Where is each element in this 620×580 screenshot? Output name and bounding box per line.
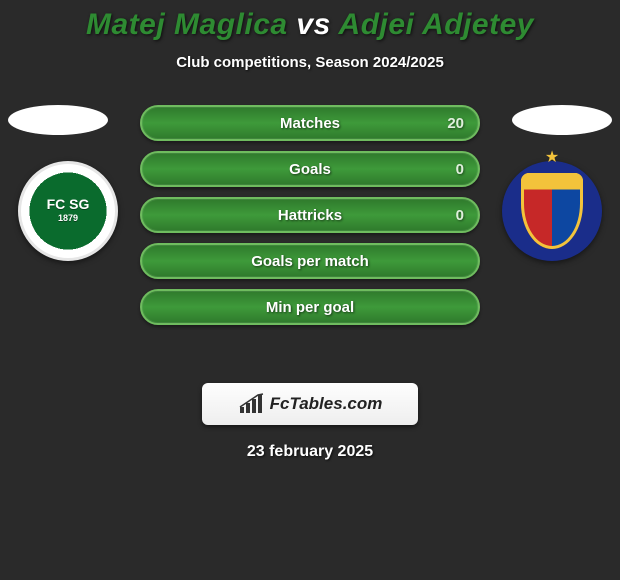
stat-label: Goals per match (142, 245, 478, 277)
stat-row: Hattricks 0 (140, 197, 480, 233)
comparison-card: Matej Maglica vs Adjei Adjetey Club comp… (0, 0, 620, 580)
badge-abbr-mid: SG (69, 196, 89, 212)
stat-right-value: 0 (456, 199, 464, 231)
player1-name: Matej Maglica (86, 8, 288, 41)
date-text: 23 february 2025 (0, 443, 620, 461)
brand-text: FcTables.com (270, 394, 383, 414)
badge-abbr-top: FC (47, 196, 66, 212)
badge-core: FC SG 1879 (45, 197, 91, 225)
stat-label: Min per goal (142, 291, 478, 323)
page-title: Matej Maglica vs Adjei Adjetey (0, 8, 620, 42)
stat-list: Matches 20 Goals 0 Hattricks 0 Goals per… (140, 105, 480, 335)
subtitle: Club competitions, Season 2024/2025 (0, 54, 620, 71)
stat-label: Matches (142, 107, 478, 139)
title-vs: vs (296, 8, 330, 41)
badge-shield (521, 173, 583, 249)
stat-right-value: 0 (456, 153, 464, 185)
club-badge-right: ★ (502, 161, 602, 261)
comparison-body: FC SG 1879 ★ Matches 20 Goals 0 Hattrick (0, 105, 620, 365)
stat-label: Hattricks (142, 199, 478, 231)
player2-photo-placeholder (512, 105, 612, 135)
star-icon: ★ (545, 147, 559, 167)
branding-badge[interactable]: FcTables.com (202, 383, 418, 425)
player2-name: Adjei Adjetey (339, 8, 534, 41)
stat-row: Goals per match (140, 243, 480, 279)
chart-icon (238, 393, 264, 415)
club-badge-left: FC SG 1879 (18, 161, 118, 261)
stat-label: Goals (142, 153, 478, 185)
player1-photo-placeholder (8, 105, 108, 135)
stat-right-value: 20 (447, 107, 464, 139)
badge-founded: 1879 (45, 211, 91, 225)
stat-row: Goals 0 (140, 151, 480, 187)
stat-row: Matches 20 (140, 105, 480, 141)
stat-row: Min per goal (140, 289, 480, 325)
